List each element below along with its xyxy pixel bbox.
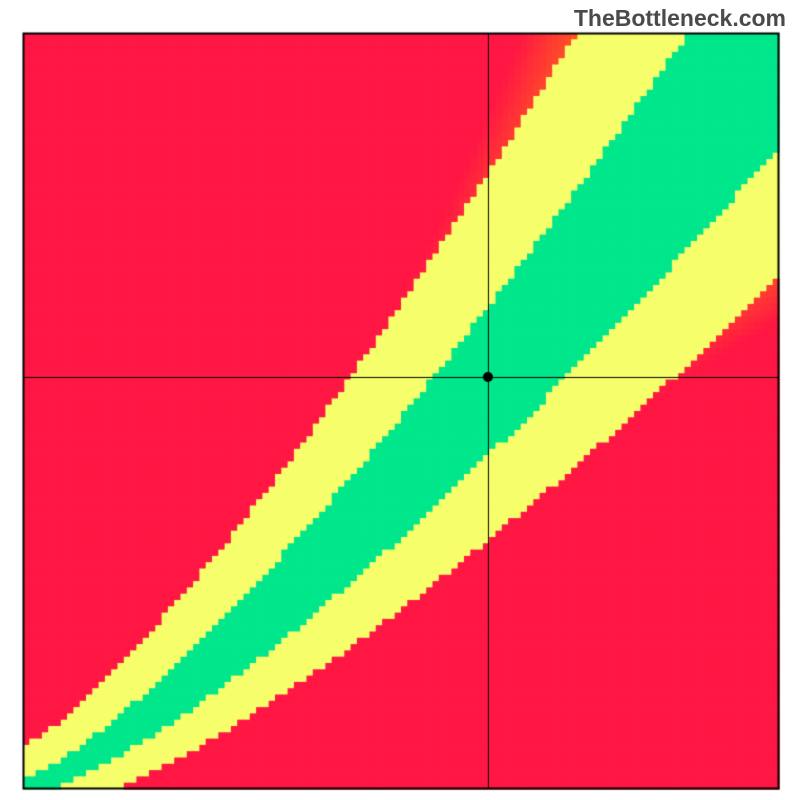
chart-container: TheBottleneck.com	[0, 0, 800, 800]
bottleneck-heatmap	[0, 0, 800, 800]
watermark: TheBottleneck.com	[574, 5, 786, 32]
